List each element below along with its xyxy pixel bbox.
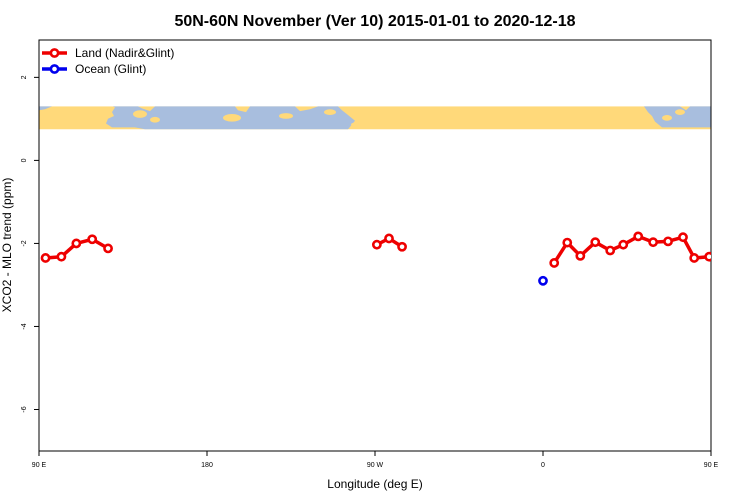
legend-marker bbox=[49, 48, 60, 58]
data-point bbox=[549, 258, 560, 268]
data-point bbox=[689, 253, 700, 263]
y-tick-label: 0 bbox=[21, 158, 28, 162]
legend-marker bbox=[49, 64, 60, 74]
series-0 bbox=[40, 231, 741, 268]
data-point bbox=[538, 275, 548, 286]
x-tick-label: 0 bbox=[541, 462, 545, 469]
x-axis-label: Longitude (deg E) bbox=[327, 477, 422, 491]
data-point bbox=[590, 237, 601, 248]
legend-label: Land (Nadir&Glint) bbox=[75, 46, 174, 60]
map-island bbox=[279, 113, 293, 119]
data-point bbox=[397, 241, 407, 252]
map-island bbox=[133, 110, 147, 118]
y-tick-label: -6 bbox=[21, 406, 28, 412]
x-tick-label: 90 E bbox=[32, 462, 47, 469]
data-point bbox=[71, 238, 82, 249]
x-axis: 90 E 180 90 W 0 90 E bbox=[32, 451, 719, 469]
chart-title: 50N-60N November (Ver 10) 2015-01-01 to … bbox=[174, 13, 575, 30]
data-point bbox=[371, 239, 382, 250]
data-point bbox=[678, 232, 688, 243]
data-point bbox=[618, 239, 629, 250]
map-island bbox=[150, 116, 160, 123]
data-point bbox=[663, 236, 673, 247]
data-point bbox=[720, 240, 727, 247]
data-point bbox=[704, 251, 711, 262]
map-island bbox=[675, 109, 685, 115]
data-point bbox=[103, 243, 113, 254]
data-point bbox=[575, 250, 586, 261]
data-point bbox=[56, 251, 67, 262]
data-point bbox=[633, 231, 644, 242]
map-ocean-region bbox=[39, 106, 52, 111]
data-point bbox=[562, 237, 573, 248]
data-point bbox=[384, 233, 394, 244]
data-point bbox=[648, 237, 659, 248]
world-map-strip bbox=[39, 106, 711, 130]
map-ocean-region bbox=[644, 106, 711, 130]
y-tick-label: -2 bbox=[21, 240, 28, 246]
map-island bbox=[662, 114, 672, 121]
legend: Land (Nadir&Glint) Ocean (Glint) bbox=[42, 46, 174, 76]
y-axis-label: XCO2 - MLO trend (ppm) bbox=[0, 178, 14, 313]
data-point bbox=[605, 245, 616, 256]
y-tick-label: -4 bbox=[21, 323, 28, 329]
x-tick-label: 90 E bbox=[704, 462, 719, 469]
series-layer bbox=[40, 231, 741, 286]
map-island bbox=[351, 122, 359, 127]
y-tick-label: 2 bbox=[21, 75, 28, 79]
x-tick-label: 90 W bbox=[367, 462, 384, 469]
legend-label: Ocean (Glint) bbox=[75, 62, 146, 76]
x-tick-label: 180 bbox=[201, 462, 213, 469]
data-point bbox=[40, 253, 51, 263]
y-axis: 2 0 -2 -4 -6 bbox=[21, 75, 39, 413]
series-1 bbox=[538, 275, 548, 286]
map-island bbox=[324, 109, 336, 115]
map-island bbox=[223, 114, 241, 122]
data-point bbox=[87, 234, 98, 245]
data-point bbox=[734, 236, 741, 243]
